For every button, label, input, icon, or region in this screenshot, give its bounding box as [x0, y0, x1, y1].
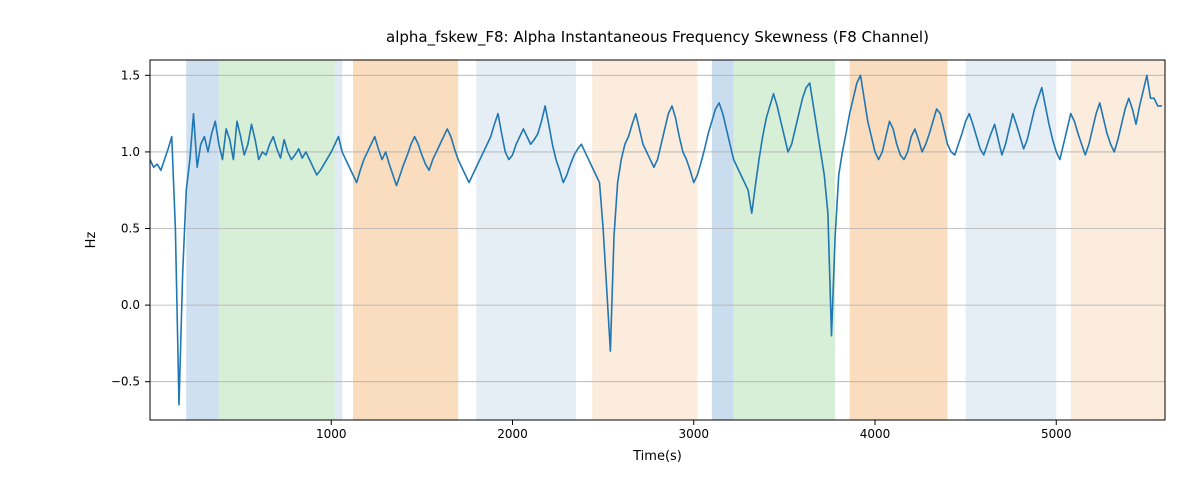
- y-tick-label: 0.0: [121, 298, 140, 312]
- chart-region: [476, 60, 576, 420]
- x-tick-label: 5000: [1041, 427, 1072, 441]
- x-axis-label: Time(s): [632, 449, 682, 464]
- chart-region: [335, 60, 342, 420]
- x-tick-label: 3000: [678, 427, 709, 441]
- chart-region: [966, 60, 1057, 420]
- chart-region: [592, 60, 697, 420]
- chart-container: 1000 2000 3000 4000 5000 −0.5 0.0 0.5 1.0 1.5 alph…: [0, 0, 1200, 500]
- x-tick-label: 2000: [497, 427, 528, 441]
- y-tick-label: 0.5: [121, 222, 140, 236]
- chart-region: [186, 60, 219, 420]
- y-tick-label: 1.0: [121, 145, 140, 159]
- x-tick-label: 1000: [316, 427, 347, 441]
- plot-area: [150, 60, 1165, 420]
- chart-region: [734, 60, 836, 420]
- chart-region: [1071, 60, 1165, 420]
- line-chart: 1000 2000 3000 4000 5000 −0.5 0.0 0.5 1.0 1.5 alph…: [0, 0, 1200, 500]
- chart-region: [850, 60, 948, 420]
- y-tick-label: 1.5: [121, 68, 140, 82]
- y-axis-label: Hz: [84, 232, 99, 249]
- chart-region: [219, 60, 335, 420]
- chart-title: alpha_fskew_F8: Alpha Instantaneous Freq…: [386, 28, 929, 47]
- y-tick-label: −0.5: [111, 375, 140, 389]
- x-tick-label: 4000: [860, 427, 891, 441]
- chart-region: [353, 60, 458, 420]
